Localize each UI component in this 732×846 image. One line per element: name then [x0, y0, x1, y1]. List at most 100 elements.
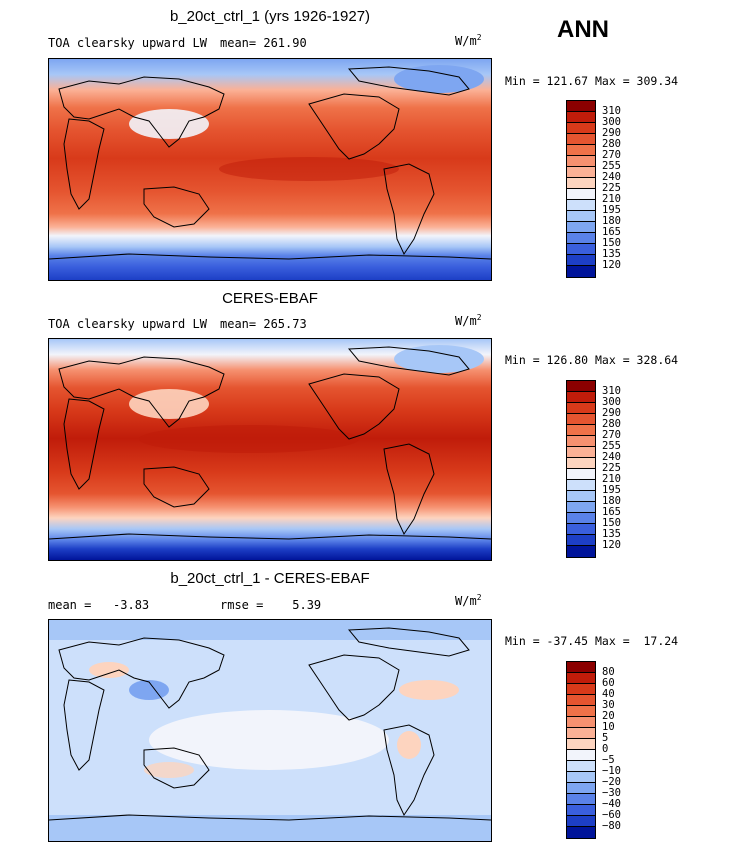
colorbar-swatch — [567, 805, 595, 816]
panel2-map — [48, 338, 492, 561]
colorbar-tick-label: 280 — [602, 418, 621, 430]
colorbar-tick-label: 180 — [602, 215, 621, 227]
colorbar-tick-label: 290 — [602, 127, 621, 139]
colorbar-tick-label: 150 — [602, 517, 621, 529]
panel2-map-svg — [49, 339, 491, 560]
colorbar-swatch — [567, 827, 595, 838]
panel1-colorbar-ticks: 310 300 290 280 270 255 240 225 210 195 180 165 150 1… — [602, 100, 662, 276]
colorbar-swatch — [567, 458, 595, 469]
colorbar-swatch — [567, 134, 595, 145]
colorbar-tick-label: −5 — [602, 754, 615, 766]
panel1-map — [48, 58, 492, 281]
colorbar-tick-label: −40 — [602, 798, 621, 810]
season-label: ANN — [557, 16, 609, 43]
panel2-mean: mean= 265.73 — [220, 317, 307, 331]
colorbar-tick-label: 300 — [602, 116, 621, 128]
colorbar-tick-label: −20 — [602, 776, 621, 788]
colorbar-swatch — [567, 761, 595, 772]
colorbar-tick-label: −80 — [602, 820, 621, 832]
colorbar-swatch — [567, 200, 595, 211]
colorbar-tick-label: 5 — [602, 732, 609, 744]
panel3-colorbar — [566, 661, 596, 839]
colorbar-tick-label: 10 — [602, 721, 615, 733]
colorbar-swatch — [567, 156, 595, 167]
colorbar-tick-label: 300 — [602, 396, 621, 408]
colorbar-swatch — [567, 794, 595, 805]
panel3-title: b_20ct_ctrl_1 - CERES-EBAF — [170, 570, 370, 587]
colorbar-tick-label: 195 — [602, 204, 621, 216]
colorbar-swatch — [567, 255, 595, 266]
colorbar-tick-label: 255 — [602, 440, 621, 452]
colorbar-tick-label: 255 — [602, 160, 621, 172]
colorbar-tick-label: 195 — [602, 484, 621, 496]
panel3-units: W/m2 — [455, 593, 482, 608]
colorbar-tick-label: 165 — [602, 506, 621, 518]
colorbar-swatch — [567, 403, 595, 414]
colorbar-swatch — [567, 513, 595, 524]
colorbar-tick-label: 150 — [602, 237, 621, 249]
colorbar-tick-label: −30 — [602, 787, 621, 799]
colorbar-swatch — [567, 211, 595, 222]
panel3-minmax: Min = -37.45 Max = 17.24 — [505, 634, 679, 648]
colorbar-tick-label: 210 — [602, 473, 621, 485]
panel3-mean: mean = -3.83 — [48, 598, 150, 612]
colorbar-swatch — [567, 772, 595, 783]
colorbar-tick-label: −10 — [602, 765, 621, 777]
colorbar-tick-label: 135 — [602, 248, 621, 260]
colorbar-tick-label: 120 — [602, 539, 621, 551]
colorbar-swatch — [567, 112, 595, 123]
colorbar-tick-label: 310 — [602, 385, 621, 397]
panel2-units: W/m2 — [455, 313, 482, 328]
colorbar-tick-label: 270 — [602, 429, 621, 441]
panel2-variable: TOA clearsky upward LW — [48, 317, 207, 331]
colorbar-swatch — [567, 178, 595, 189]
colorbar-swatch — [567, 480, 595, 491]
panel2-minmax: Min = 126.80 Max = 328.64 — [505, 353, 679, 367]
panel2-colorbar-ticks: 310 300 290 280 270 255 240 225 210 195 180 165 150 1… — [602, 380, 662, 556]
colorbar-tick-label: 225 — [602, 182, 621, 194]
colorbar-swatch — [567, 546, 595, 557]
colorbar-tick-label: 0 — [602, 743, 609, 755]
colorbar-swatch — [567, 123, 595, 134]
colorbar-swatch — [567, 524, 595, 535]
panel1-colorbar — [566, 100, 596, 278]
colorbar-swatch — [567, 222, 595, 233]
colorbar-swatch — [567, 266, 595, 277]
colorbar-tick-label: 225 — [602, 462, 621, 474]
colorbar-tick-label: 165 — [602, 226, 621, 238]
panel1-mean: mean= 261.90 — [220, 36, 307, 50]
panel3-map-svg — [49, 620, 491, 841]
colorbar-tick-label: 280 — [602, 138, 621, 150]
colorbar-swatch — [567, 728, 595, 739]
colorbar-tick-label: 240 — [602, 171, 621, 183]
panel2-title: CERES-EBAF — [222, 290, 318, 307]
colorbar-tick-label: 20 — [602, 710, 615, 722]
panel1-title: b_20ct_ctrl_1 (yrs 1926-1927) — [169, 8, 371, 25]
colorbar-tick-label: 270 — [602, 149, 621, 161]
colorbar-swatch — [567, 244, 595, 255]
colorbar-swatch — [567, 673, 595, 684]
colorbar-swatch — [567, 739, 595, 750]
colorbar-tick-label: 60 — [602, 677, 615, 689]
colorbar-tick-label: 80 — [602, 666, 615, 678]
colorbar-swatch — [567, 706, 595, 717]
colorbar-swatch — [567, 469, 595, 480]
colorbar-swatch — [567, 684, 595, 695]
panel3-map — [48, 619, 492, 842]
colorbar-swatch — [567, 750, 595, 761]
colorbar-tick-label: 30 — [602, 699, 615, 711]
colorbar-swatch — [567, 425, 595, 436]
colorbar-tick-label: 240 — [602, 451, 621, 463]
colorbar-swatch — [567, 414, 595, 425]
panel1-variable: TOA clearsky upward LW — [48, 36, 207, 50]
colorbar-tick-label: 310 — [602, 105, 621, 117]
panel2-colorbar — [566, 380, 596, 558]
panel3-rmse: rmse = 5.39 — [220, 598, 322, 612]
colorbar-swatch — [567, 392, 595, 403]
colorbar-swatch — [567, 167, 595, 178]
colorbar-swatch — [567, 502, 595, 513]
colorbar-tick-label: 210 — [602, 193, 621, 205]
panel1-minmax: Min = 121.67 Max = 309.34 — [505, 74, 679, 88]
colorbar-tick-label: 180 — [602, 495, 621, 507]
colorbar-tick-label: 120 — [602, 259, 621, 271]
